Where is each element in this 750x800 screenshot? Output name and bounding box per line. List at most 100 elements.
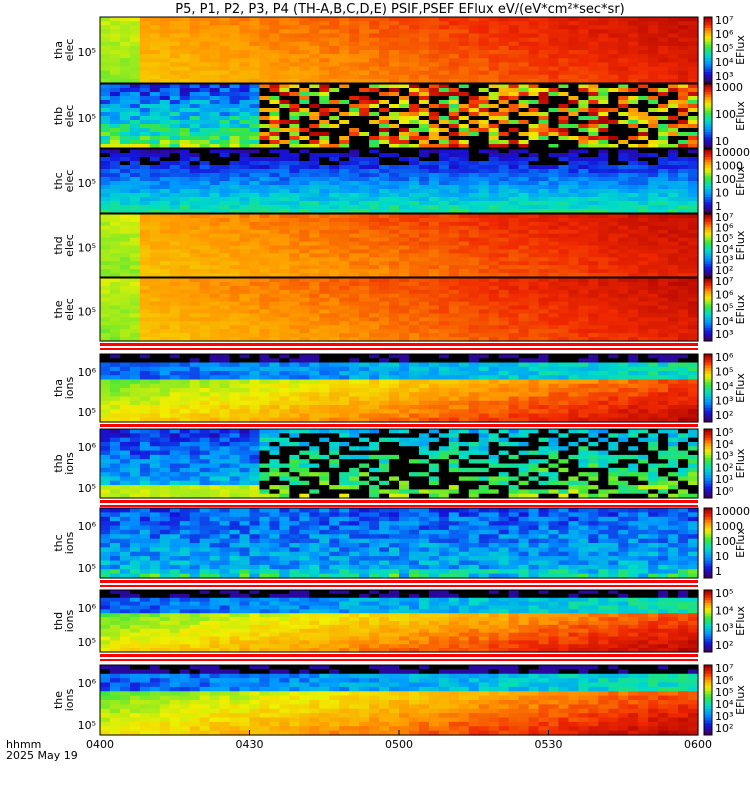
heatmap-cell (189, 245, 201, 251)
heatmap-cell (349, 17, 360, 22)
heatmap-cell (149, 29, 161, 35)
heatmap-cell (678, 96, 689, 101)
heatmap-cell (658, 301, 669, 307)
heatmap-cell (329, 161, 340, 166)
heatmap-cell (508, 209, 520, 214)
heatmap-cell (319, 116, 330, 121)
heatmap-cell (329, 285, 340, 291)
heatmap-cell (428, 237, 440, 243)
heatmap-cell (418, 45, 430, 51)
heatmap-cell (608, 112, 619, 117)
heatmap-cell (528, 153, 540, 158)
heatmap-cell (658, 193, 669, 198)
heatmap-cell (100, 273, 111, 278)
heatmap-cell (408, 108, 420, 113)
heatmap-cell (668, 58, 679, 63)
heatmap-cell (478, 285, 490, 291)
heatmap-cell (339, 209, 350, 214)
heatmap-cell (179, 209, 191, 214)
heatmap-cell (229, 62, 241, 68)
heatmap-cell (418, 169, 430, 174)
heatmap-cell (309, 197, 320, 202)
heatmap-cell (458, 237, 470, 243)
heatmap-cell (349, 100, 360, 105)
heatmap-cell (169, 221, 181, 227)
heatmap-cell (608, 261, 619, 266)
heatmap-cell (498, 45, 510, 51)
heatmap-cell (119, 205, 131, 210)
heatmap-cell (199, 333, 211, 338)
heatmap-cell (678, 54, 689, 59)
heatmap-cell (548, 261, 560, 266)
heatmap-cell (688, 205, 699, 210)
heatmap-cell (339, 17, 350, 22)
heatmap-cell (508, 144, 520, 149)
colorbar-swatch (704, 86, 712, 90)
heatmap-cell (169, 165, 181, 170)
colorbar-swatch (704, 327, 712, 332)
heatmap-cell (219, 301, 231, 307)
heatmap-cell (458, 104, 470, 109)
heatmap-cell (339, 289, 350, 295)
heatmap-cell (668, 45, 679, 51)
heatmap-cell (129, 261, 141, 266)
heatmap-cell (209, 66, 221, 72)
heatmap-cell (299, 157, 310, 162)
heatmap-cell (578, 293, 589, 299)
heatmap-cell (319, 78, 330, 84)
heatmap-cell (608, 253, 619, 258)
heatmap-cell (219, 189, 231, 194)
heatmap-cell (289, 241, 300, 247)
heatmap-cell (279, 297, 290, 303)
heatmap-cell (548, 50, 560, 55)
heatmap-cell (179, 165, 191, 170)
heatmap-cell (249, 225, 261, 231)
heatmap-cell (289, 153, 300, 158)
heatmap-cell (508, 249, 520, 254)
heatmap-cell (339, 253, 350, 258)
heatmap-cell (578, 33, 589, 39)
colorbar-tick-label: 1000 (715, 81, 743, 94)
heatmap-cell (209, 50, 221, 55)
heatmap-cell (289, 281, 300, 287)
heatmap-cell (129, 100, 141, 105)
colorbar-swatch (704, 170, 712, 174)
heatmap-cell (538, 120, 550, 125)
heatmap-cell (658, 225, 669, 231)
heatmap-cell (668, 309, 679, 315)
heatmap-cell (209, 233, 221, 239)
heatmap-cell (478, 41, 490, 47)
heatmap-cell (359, 104, 370, 109)
heatmap-cell (299, 209, 310, 214)
heatmap-cell (199, 62, 211, 68)
heatmap-cell (448, 185, 460, 190)
heatmap-cell (598, 58, 609, 63)
heatmap-cell (438, 96, 450, 101)
heatmap-cell (269, 45, 280, 51)
heatmap-cell (189, 92, 201, 97)
heatmap-cell (189, 70, 201, 76)
heatmap-cell (668, 37, 679, 43)
heatmap-cell (648, 185, 659, 190)
heatmap-cell (678, 265, 689, 270)
heatmap-cell (189, 157, 201, 162)
heatmap-cell (269, 120, 280, 125)
heatmap-cell (528, 144, 540, 149)
heatmap-cell (319, 165, 330, 170)
heatmap-cell (109, 173, 121, 178)
heatmap-cell (259, 181, 271, 186)
heatmap-cell (149, 285, 161, 291)
heatmap-cell (668, 116, 679, 121)
heatmap-cell (100, 261, 111, 266)
heatmap-cell (598, 96, 609, 101)
heatmap-cell (628, 149, 639, 154)
heatmap-cell (628, 116, 639, 121)
heatmap-cell (588, 181, 599, 186)
heatmap-cell (189, 144, 201, 149)
heatmap-cell (418, 78, 430, 84)
heatmap-cell (568, 41, 579, 47)
heatmap-cell (688, 78, 699, 84)
heatmap-cell (369, 329, 380, 334)
heatmap-cell (458, 301, 470, 307)
heatmap-cell (100, 37, 111, 43)
